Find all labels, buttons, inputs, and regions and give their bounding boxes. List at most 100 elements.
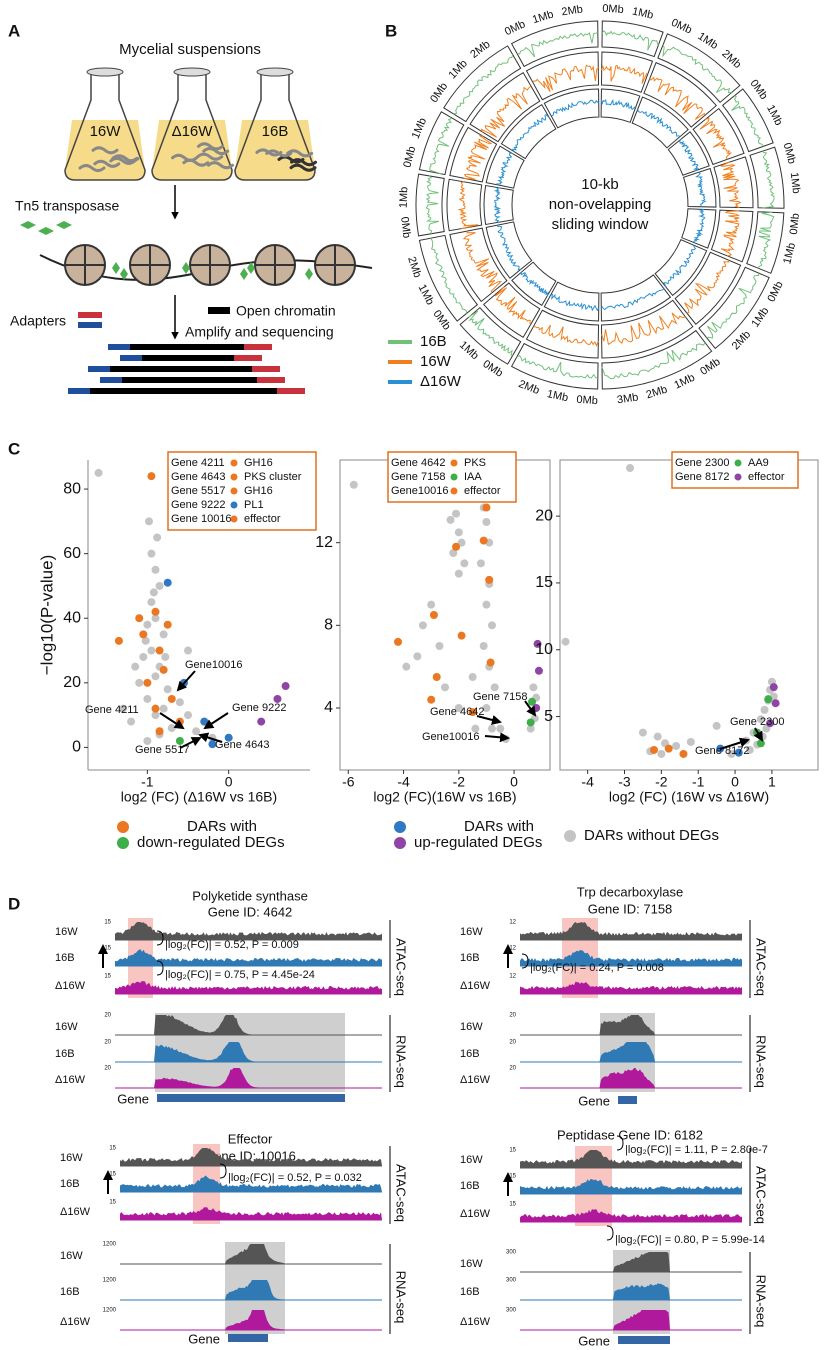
signal-line bbox=[600, 98, 636, 110]
flask-rim bbox=[86, 67, 124, 77]
track-box bbox=[485, 221, 533, 279]
axis-max: 300 bbox=[506, 1278, 517, 1284]
point bbox=[143, 678, 152, 687]
coverage-track bbox=[120, 1148, 382, 1166]
coverage-track bbox=[520, 1283, 742, 1300]
point bbox=[192, 727, 201, 736]
axis-max: 15 bbox=[109, 1200, 116, 1206]
flask-liquid bbox=[152, 120, 232, 180]
signal-line bbox=[533, 324, 599, 347]
sample-label: 16B bbox=[460, 1286, 480, 1298]
point bbox=[155, 727, 164, 736]
track-box bbox=[674, 251, 742, 325]
read-black bbox=[122, 377, 257, 383]
flask-label: Δ16W bbox=[172, 123, 214, 140]
track-title: Peptidase Gene ID: 6182 bbox=[557, 1127, 703, 1142]
hypha bbox=[277, 155, 305, 164]
point bbox=[679, 749, 688, 758]
scale-label: 1Mb bbox=[416, 283, 436, 308]
track-box bbox=[713, 156, 754, 209]
flask-glass bbox=[234, 72, 316, 181]
signal-line bbox=[550, 293, 600, 312]
signal-line bbox=[550, 99, 600, 117]
point bbox=[151, 614, 160, 623]
gene-dot bbox=[450, 473, 458, 481]
read-red bbox=[257, 377, 285, 383]
axis-max: 1200 bbox=[103, 1308, 117, 1314]
signal-line bbox=[493, 187, 502, 223]
signal-line bbox=[463, 135, 493, 180]
gene-model bbox=[618, 1096, 637, 1104]
point bbox=[686, 737, 695, 746]
track-box bbox=[631, 96, 689, 149]
gene-name: Gene 4643 bbox=[171, 471, 225, 483]
point bbox=[118, 704, 127, 713]
point bbox=[771, 699, 780, 708]
point bbox=[457, 538, 466, 547]
axis-max: 15 bbox=[104, 946, 111, 952]
scale-label: 1Mb bbox=[398, 187, 411, 209]
signal-line bbox=[429, 116, 452, 175]
point bbox=[756, 715, 765, 724]
point bbox=[764, 695, 773, 704]
axis-max: 15 bbox=[109, 1146, 116, 1152]
point bbox=[427, 600, 436, 609]
y-tick-label: 20 bbox=[63, 674, 81, 691]
annotation-arrow bbox=[524, 700, 537, 717]
sample-label: Δ16W bbox=[460, 1074, 491, 1086]
gene-dot bbox=[230, 459, 238, 467]
x-tick-label: -2 bbox=[453, 774, 466, 790]
point bbox=[147, 646, 156, 655]
signal-line bbox=[425, 175, 440, 234]
point bbox=[482, 503, 491, 512]
flask-label: 16B bbox=[262, 123, 289, 140]
point bbox=[418, 621, 427, 630]
track-box bbox=[657, 33, 741, 104]
scale-label: 2Mb bbox=[561, 3, 584, 18]
legend-label: DARs with bbox=[464, 818, 534, 835]
x-tick-label: 1 bbox=[768, 774, 776, 790]
gene-dot bbox=[230, 501, 238, 509]
legend-label: up-regulated DEGs bbox=[414, 834, 542, 851]
tn5 bbox=[38, 227, 54, 235]
point bbox=[143, 620, 152, 629]
point bbox=[657, 749, 666, 758]
point bbox=[155, 646, 164, 655]
axis-max: 1200 bbox=[103, 1278, 117, 1284]
x-tick-label: -6 bbox=[342, 774, 355, 790]
hypha bbox=[202, 147, 230, 156]
scale-label: 0Mb bbox=[576, 394, 598, 407]
point bbox=[482, 704, 491, 712]
point bbox=[626, 464, 635, 473]
stats-label: |log₂(FC)| = 0.80, P = 5.99e-14 bbox=[615, 1234, 765, 1246]
track-box bbox=[746, 211, 785, 274]
point bbox=[712, 721, 721, 730]
point bbox=[485, 575, 494, 584]
stats-brace bbox=[606, 1225, 614, 1241]
coverage-track bbox=[520, 1015, 742, 1035]
axis-max: 15 bbox=[509, 1202, 516, 1208]
track-box bbox=[681, 208, 717, 249]
coverage-track bbox=[520, 922, 742, 940]
point bbox=[184, 711, 193, 720]
gene-function: AA9 bbox=[748, 457, 769, 469]
point bbox=[159, 704, 168, 713]
nucleosome-cross bbox=[65, 245, 105, 285]
point bbox=[153, 533, 162, 542]
gene-name: Gene 7158 bbox=[391, 471, 445, 483]
signal-line bbox=[684, 259, 730, 314]
point bbox=[766, 719, 775, 728]
scale-label: 0Mb bbox=[430, 308, 452, 332]
scale-label: 0Mb bbox=[428, 81, 450, 105]
axis-max: 15 bbox=[509, 1174, 516, 1180]
assay-label: ATAC-seq bbox=[394, 1164, 409, 1222]
gene-label: Gene bbox=[578, 1093, 610, 1108]
scale-label: 0Mb bbox=[401, 145, 418, 169]
sample-label: 16W bbox=[55, 1021, 78, 1033]
nucleosome-cross bbox=[255, 245, 295, 285]
hypha bbox=[289, 163, 317, 172]
sample-label: 16W bbox=[460, 1258, 483, 1270]
gene-name: Gene 4211 bbox=[171, 457, 225, 469]
annotation-arrow bbox=[484, 732, 510, 743]
hypha bbox=[286, 149, 314, 158]
